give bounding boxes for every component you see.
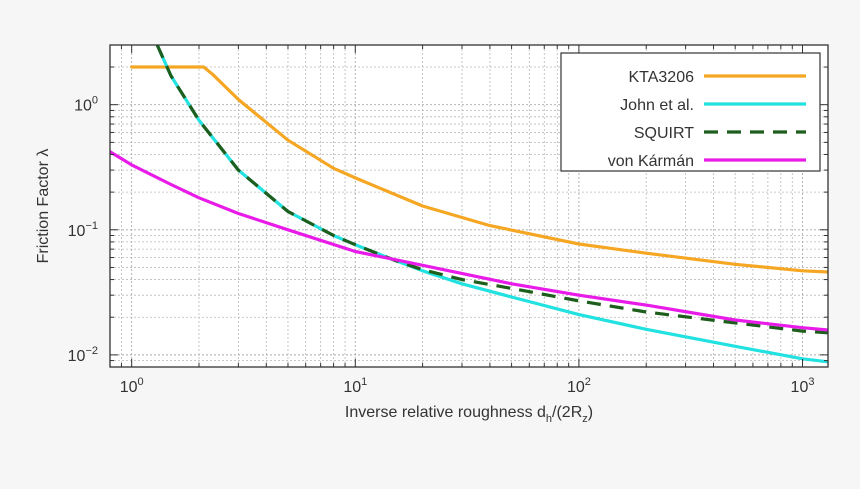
series-line-kta3206 <box>130 65 828 274</box>
y-tick-label: 10−1 <box>68 220 98 240</box>
legend-box <box>560 52 821 172</box>
legend: KTA3206 John et al. SQUIRT von Kármán <box>560 52 821 172</box>
x-tick-label: 101 <box>343 376 367 396</box>
y-axis-label: Friction Factor λ <box>35 149 52 264</box>
x-tick-labels: 100 101 102 103 <box>120 376 815 396</box>
x-tick-label: 102 <box>567 376 591 396</box>
x-axis-label: Inverse relative roughness dh/(2Rz) <box>345 404 593 425</box>
legend-label: SQUIRT <box>634 125 694 142</box>
tick-marks <box>109 44 828 368</box>
series-layer <box>110 45 828 364</box>
legend-label: KTA3206 <box>628 69 694 86</box>
series-line-squirt <box>155 45 828 335</box>
y-tick-label: 10−2 <box>68 345 98 365</box>
legend-label: John et al. <box>620 97 694 114</box>
plot-frame <box>109 44 829 368</box>
y-tick-labels: 100 10−1 10−2 <box>68 95 98 365</box>
grid-minor <box>109 44 828 368</box>
x-tick-label: 100 <box>120 376 144 396</box>
legend-label: von Kármán <box>608 153 694 170</box>
x-tick-label: 103 <box>791 376 815 396</box>
series-line-von-k-rm-n <box>110 150 828 332</box>
y-tick-label: 100 <box>74 95 98 115</box>
